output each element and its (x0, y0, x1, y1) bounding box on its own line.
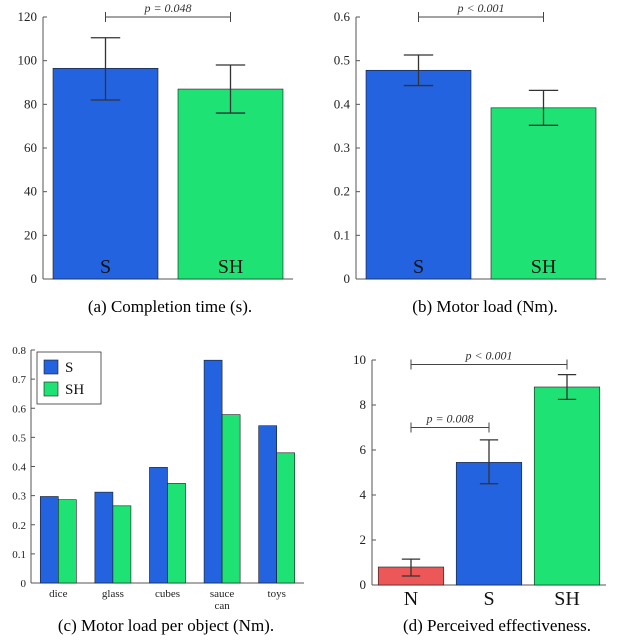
y-tick-label: 0 (360, 577, 367, 592)
p-value-label: p < 0.001 (464, 349, 512, 363)
p-value-label: p < 0.001 (456, 1, 504, 15)
y-tick-label: 80 (24, 96, 37, 111)
y-tick-label: 10 (353, 352, 366, 367)
y-tick-label: 20 (24, 227, 37, 242)
y-tick-label: 2 (360, 532, 367, 547)
bar-sh-toys (276, 452, 296, 584)
significance-bracket: p < 0.001 (418, 1, 544, 22)
bar-s-glass (94, 491, 114, 584)
bar-s-sauce-can (203, 359, 223, 584)
x-tick-label-n: N (404, 588, 418, 610)
x-tick-label: cubes (155, 588, 180, 600)
bar-sh-sauce-can (221, 414, 241, 584)
y-tick-label: 60 (24, 140, 37, 155)
bar-label-s: S (100, 256, 111, 278)
y-tick-label: 0.7 (12, 374, 26, 386)
chart-panel-d: 0 2 4 6 8 10 N S SH p = 0.008 p < 0.001 (d) Perceiv… (353, 349, 606, 635)
y-tick-label: 0 (21, 578, 27, 590)
y-tick-label: 4 (360, 487, 367, 502)
bar-s-cubes (149, 467, 168, 584)
x-tick-label: glass (102, 588, 124, 600)
y-tick-label: 0.4 (12, 462, 26, 474)
p-value-label: p = 0.048 (143, 1, 191, 15)
bar-sh-glass (112, 505, 132, 584)
legend-label-s: S (65, 360, 73, 376)
bar-sh (177, 88, 284, 280)
y-tick-label: 120 (18, 9, 38, 24)
bar-s (52, 68, 159, 280)
bar-s-dice (39, 496, 59, 584)
caption: (c) Motor load per object (Nm). (58, 616, 274, 635)
bar-sh-dice (57, 499, 77, 584)
significance-bracket: p < 0.001 (410, 349, 568, 370)
caption: (b) Motor load (Nm). (412, 297, 557, 316)
y-tick-label: 0.1 (334, 227, 350, 242)
y-tick-label: 0.1 (12, 549, 26, 561)
legend-swatch-sh (43, 381, 59, 397)
bar-sh-cubes (167, 483, 186, 584)
y-tick-label: 0.5 (12, 432, 26, 444)
caption: (a) Completion time (s). (88, 297, 252, 316)
y-tick-label: 0.6 (334, 9, 351, 24)
y-tick-label: 0 (344, 271, 351, 286)
y-tick-label: 0.6 (12, 403, 26, 415)
chart-panel-a: 0 20 40 60 80 100 120 S SH p = 0.048 (a) Completio… (18, 1, 293, 316)
y-tick-label: 0.2 (334, 184, 350, 199)
y-tick-label: 0.3 (334, 140, 350, 155)
y-tick-label: 0.5 (334, 53, 350, 68)
caption: (d) Perceived effectiveness. (403, 616, 591, 635)
bar-sh (490, 107, 597, 280)
legend-swatch-s (43, 359, 59, 375)
y-tick-label: 0.3 (12, 491, 26, 503)
y-tick-label: 0.2 (12, 520, 26, 532)
bar-label-s: S (413, 256, 424, 278)
significance-bracket: p = 0.048 (105, 1, 231, 22)
bar-sh (533, 386, 601, 586)
bar-s-toys (258, 425, 278, 584)
x-tick-label: can (214, 600, 230, 612)
p-value-label: p = 0.008 (425, 412, 473, 426)
x-tick-label: sauce (210, 588, 235, 600)
y-tick-label: 100 (18, 53, 38, 68)
y-tick-label: 0.4 (334, 96, 351, 111)
y-tick-label: 6 (360, 442, 367, 457)
significance-bracket: p = 0.008 (410, 412, 490, 433)
x-tick-label: dice (49, 588, 67, 600)
y-tick-label: 0 (31, 271, 38, 286)
bar-label-sh: SH (218, 256, 244, 278)
x-tick-label-sh: SH (554, 588, 580, 610)
legend: S SH (36, 351, 102, 405)
bar-s (365, 69, 472, 280)
x-tick-label: toys (268, 588, 286, 600)
bar-label-sh: SH (531, 256, 557, 278)
legend-label-sh: SH (65, 382, 84, 398)
y-tick-label: 0.8 (12, 345, 26, 357)
y-tick-label: 40 (24, 184, 37, 199)
x-tick-label-s: S (483, 588, 494, 610)
y-tick-label: 8 (360, 397, 367, 412)
chart-panel-c: 0 0.1 0.2 0.3 0.4 0.5 0.6 0.7 0.8 dice glass cubes s… (12, 345, 304, 635)
chart-panel-b: 0 0.1 0.2 0.3 0.4 0.5 0.6 S SH p < 0.001 (b) Motor… (334, 1, 606, 316)
